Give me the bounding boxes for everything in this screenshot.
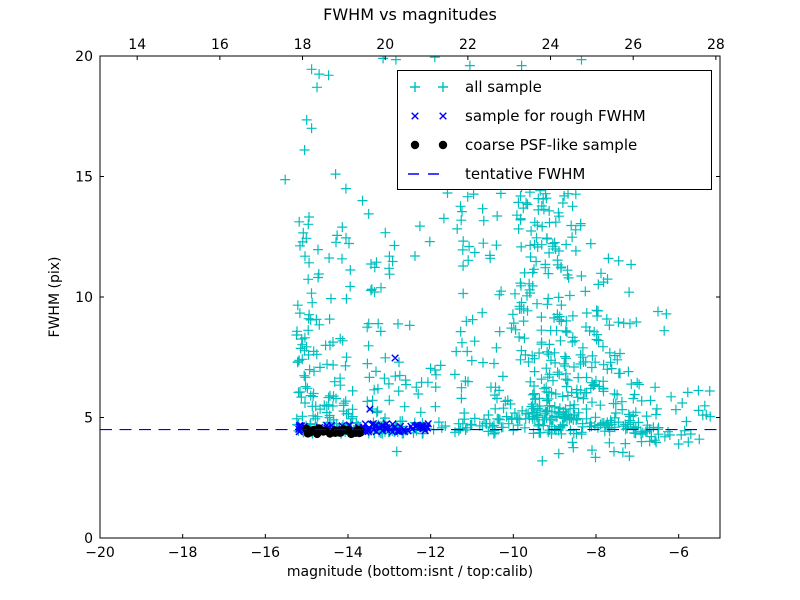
top-tick-label: 14 — [128, 37, 146, 53]
x-marker-icon — [411, 111, 447, 120]
plus-marker-icon — [410, 81, 448, 92]
top-tick-label: 20 — [376, 37, 394, 53]
y-axis-label: FWHM (pix) — [47, 256, 63, 338]
legend-item-label: all sample — [465, 77, 542, 96]
left-tick-label: 20 — [75, 49, 93, 65]
dash-marker-icon — [408, 172, 442, 175]
bottom-tick-label: −16 — [251, 545, 281, 561]
legend-item-label: sample for rough FWHM — [465, 106, 646, 125]
bottom-tick-label: −6 — [668, 545, 689, 561]
bottom-tick-label: −12 — [416, 545, 446, 561]
top-tick-label: 18 — [294, 37, 312, 53]
chart-title: FWHM vs magnitudes — [323, 5, 497, 24]
top-tick-label: 22 — [459, 37, 477, 53]
bottom-tick-label: −14 — [333, 545, 363, 561]
legend: all sample sample for rough FWHM coarse PS… — [397, 70, 712, 190]
bottom-tick-label: −8 — [586, 545, 607, 561]
bottom-tick-label: −20 — [85, 545, 115, 561]
top-tick-label: 24 — [542, 37, 560, 53]
left-tick-label: 0 — [84, 531, 93, 547]
top-tick-label: 16 — [211, 37, 229, 53]
legend-item-sample-for-rough-fwhm: sample for rough FWHM — [406, 101, 711, 130]
series-sample-for-rough-fwhm — [295, 354, 432, 437]
legend-item-tentative-fwhm: tentative FWHM — [406, 159, 711, 188]
left-tick-label: 10 — [75, 290, 93, 306]
legend-item-coarse-psf-like-sample: coarse PSF-like sample — [406, 130, 711, 159]
left-tick-label: 15 — [75, 170, 93, 186]
series-coarse-psf-like-sample — [302, 424, 365, 439]
dot-marker-icon — [410, 140, 448, 149]
legend-item-label: coarse PSF-like sample — [465, 135, 638, 154]
bottom-tick-label: −18 — [168, 545, 198, 561]
legend-item-all-sample: all sample — [406, 72, 711, 101]
bottom-tick-label: −10 — [499, 545, 529, 561]
left-tick-label: 5 — [84, 411, 93, 427]
legend-item-label: tentative FWHM — [465, 164, 586, 183]
x-axis-label: magnitude (bottom:isnt / top:calib) — [286, 564, 534, 580]
top-tick-label: 28 — [707, 37, 725, 53]
top-tick-label: 26 — [624, 37, 642, 53]
